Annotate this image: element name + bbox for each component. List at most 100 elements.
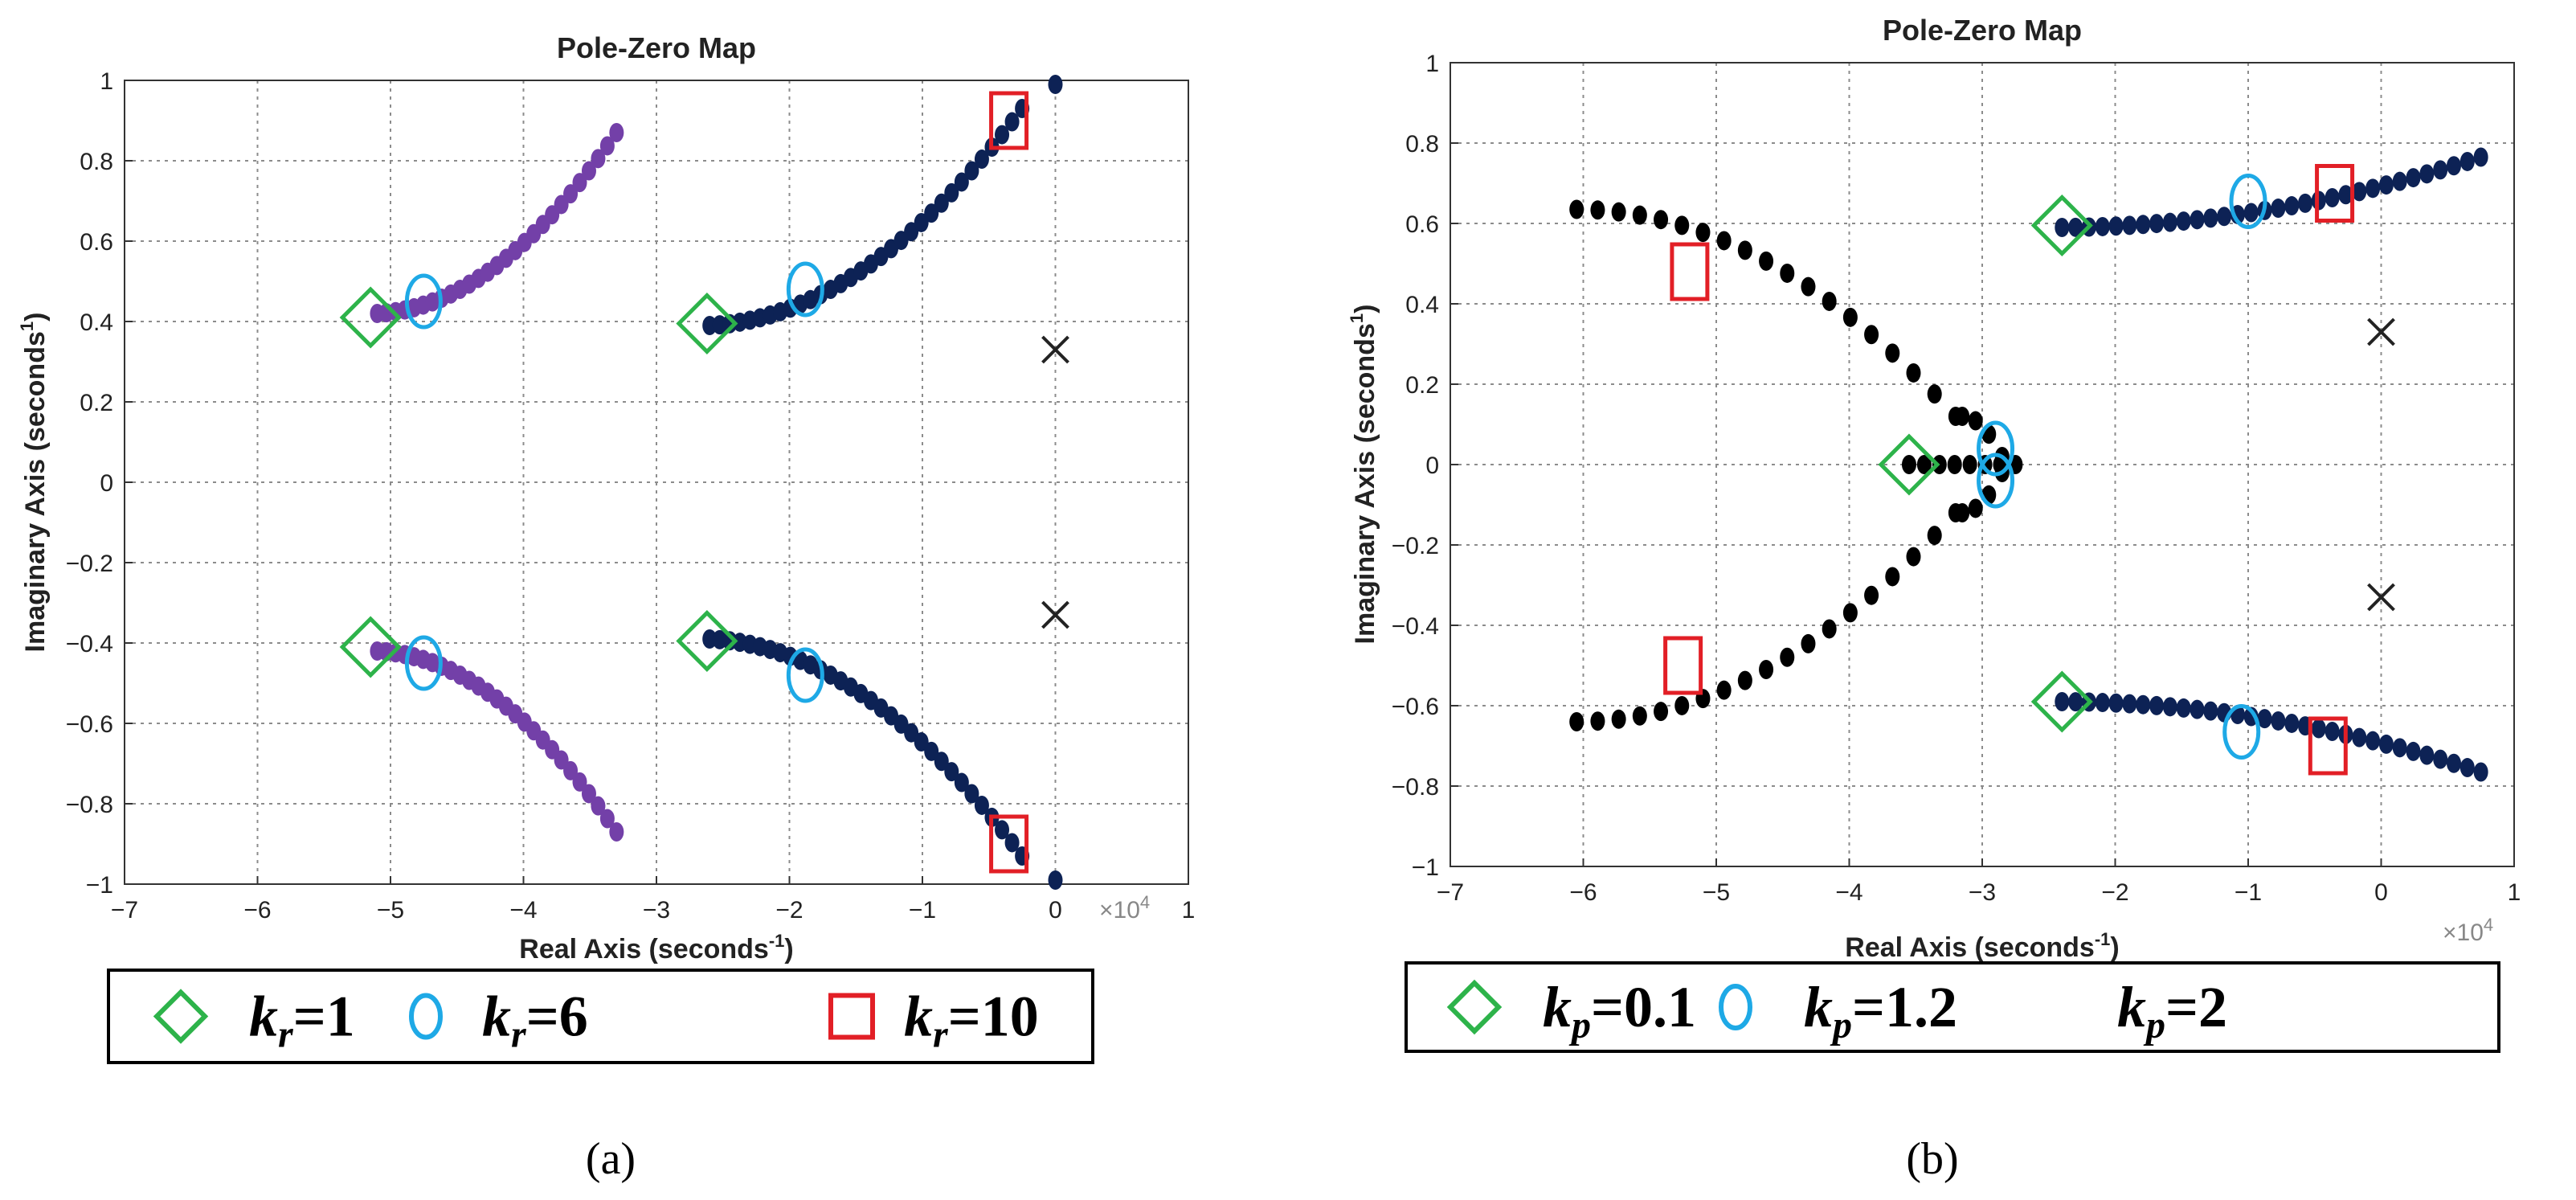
data-point (1822, 619, 1837, 639)
x-tick-label: 1 (1182, 897, 1196, 924)
data-point (2162, 697, 2177, 717)
pole-cross-marker (2367, 317, 2395, 346)
data-point (2419, 164, 2435, 184)
y-tick-label: 1 (100, 68, 113, 95)
data-point (1927, 384, 1942, 404)
data-point (974, 795, 989, 815)
data-point (599, 136, 615, 156)
x-tick-label: −3 (1969, 879, 1996, 906)
data-point (1611, 202, 1626, 222)
legend-box (107, 969, 1094, 1064)
legend-ellipse-icon (1719, 984, 1752, 1030)
data-point (1780, 647, 1795, 667)
legend-label: kr=6 (482, 985, 588, 1056)
y-tick-label: 0.4 (80, 309, 113, 336)
diamond-marker (676, 609, 738, 673)
data-point (1737, 240, 1752, 260)
series-zero-pair (1048, 75, 1063, 890)
data-point (2419, 745, 2435, 765)
x-exponent: ×104 (2443, 915, 2493, 946)
data-point (2392, 738, 2407, 758)
square-marker (2315, 164, 2355, 223)
data-point (2365, 731, 2381, 751)
y-tick-label: −0.2 (66, 551, 113, 577)
y-tick-label: 0 (100, 470, 113, 497)
data-point (2136, 215, 2151, 235)
data-point (1759, 660, 1774, 679)
data-point (2284, 713, 2300, 733)
data-point (581, 161, 596, 181)
data-point (2149, 214, 2165, 234)
data-point (563, 184, 579, 204)
data-point (609, 822, 624, 842)
data-point (2095, 216, 2110, 236)
ellipse-marker (786, 647, 824, 703)
data-point (2203, 701, 2218, 721)
legend-square-icon (828, 993, 875, 1040)
data-point (2271, 711, 2286, 731)
data-point (1716, 231, 1732, 251)
data-point (1864, 325, 1879, 345)
data-point (964, 161, 979, 181)
data-point (2122, 694, 2137, 714)
data-point (1885, 567, 1900, 587)
legend-item: kp=1.2 (1719, 975, 1957, 1046)
y-tick-label: −0.6 (66, 711, 113, 738)
data-point (2378, 175, 2394, 195)
legend-box (1405, 961, 2500, 1053)
data-point (572, 772, 587, 792)
legend-label: kp=2 (2117, 975, 2227, 1046)
data-point (2473, 147, 2488, 167)
chart-a: −7 −6 −5 −4 −3 −2 −1 0 1 −1 −0.8 −0.6 −0.4 −0.2 0 0.2 0.… (17, 31, 1195, 1184)
y-tick-label: −0.6 (1392, 694, 1439, 720)
series-lower-navy (2055, 692, 2488, 782)
square-marker (2308, 716, 2348, 776)
data-point (1674, 215, 1690, 235)
data-point (1906, 547, 1921, 567)
data-point (2473, 762, 2488, 782)
square-marker (989, 91, 1029, 150)
ellipse-marker (404, 273, 443, 330)
data-point (1654, 702, 1669, 722)
ellipse-marker (786, 261, 824, 317)
y-tick-label: 0.2 (80, 390, 113, 416)
data-point (2311, 719, 2326, 739)
legend-diamond-icon (1446, 979, 1503, 1035)
y-axis-label: Imaginary Axis (seconds1) (1347, 305, 1380, 645)
x-tick-label: −7 (1437, 879, 1464, 906)
data-point (2338, 185, 2353, 205)
square-marker (989, 814, 1029, 874)
y-tick-label: −0.4 (1392, 613, 1439, 640)
data-point (2122, 215, 2137, 235)
data-point (1654, 210, 1669, 230)
data-point (2257, 709, 2272, 729)
data-point (2446, 156, 2461, 176)
data-point (1632, 706, 1647, 726)
data-point (1569, 712, 1584, 731)
legend-item: kr=6 (409, 985, 588, 1056)
data-point (1968, 498, 1983, 518)
x-axis-label: Real Axis (seconds-1) (519, 931, 793, 965)
data-point (924, 741, 939, 761)
y-tick-label: 0.6 (1405, 211, 1439, 238)
data-point (1955, 407, 1970, 426)
data-point (1822, 291, 1837, 311)
data-point (2352, 727, 2367, 747)
data-point (1048, 75, 1063, 94)
data-point (1611, 709, 1626, 729)
data-point (1801, 633, 1816, 653)
data-point (934, 193, 949, 213)
legend: kr=1 kr=6 kr=10 (107, 969, 1094, 1064)
data-point (1780, 263, 1795, 283)
data-point (974, 149, 989, 170)
x-tick-label: −4 (509, 897, 537, 924)
data-point (591, 149, 606, 169)
series-root-locus-1 (370, 123, 624, 842)
data-point (1695, 223, 1711, 243)
chart-b: −7 −6 −5 −4 −3 −2 −1 0 1 −1 −0.8 −0.6 −0.4 −0.2 0 0.2 0.… (1347, 14, 2521, 1184)
data-point (2352, 182, 2367, 202)
x-tick-label: −3 (643, 897, 670, 924)
data-point (2406, 168, 2421, 188)
data-point (2068, 217, 2083, 237)
data-point (1901, 455, 1916, 474)
